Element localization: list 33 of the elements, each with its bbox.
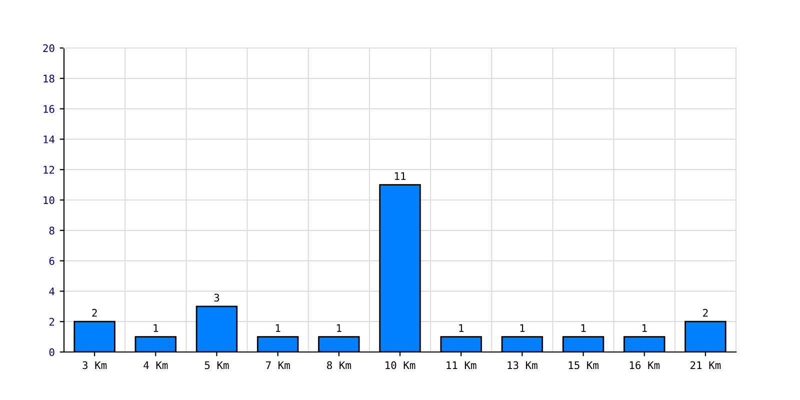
data-label: 3: [214, 294, 220, 302]
data-label: 1: [276, 324, 280, 332]
data-label: 1: [154, 324, 158, 332]
data-label: 11: [394, 172, 406, 180]
y-tick-label: 0: [49, 348, 54, 356]
x-tick-label: 8 Km: [327, 361, 351, 370]
x-tick-label: 21 Km: [690, 361, 721, 369]
data-label: 1: [520, 324, 525, 332]
x-tick-label: 3 Km: [82, 361, 107, 370]
data-label: 1: [642, 324, 647, 332]
y-tick-label: 12: [44, 166, 54, 174]
x-tick-label: 16 Km: [630, 361, 660, 370]
x-tick-label: 15 Km: [568, 361, 598, 370]
y-tick-label: 18: [44, 74, 54, 83]
y-tick-label: 20: [43, 44, 54, 52]
y-tick-label: 14: [44, 136, 54, 144]
data-label: 1: [337, 324, 342, 332]
data-label: 2: [703, 308, 708, 317]
y-tick-label: 16: [44, 105, 54, 113]
x-tick-label: 11 Km: [446, 361, 476, 369]
data-label: 1: [459, 324, 464, 332]
y-tick-label: 8: [49, 226, 54, 235]
y-tick-label: 2: [49, 318, 54, 326]
x-tick-label: 4 Km: [144, 361, 168, 369]
data-label: 1: [581, 324, 586, 332]
y-tick-label: 4: [49, 288, 54, 296]
y-tick-label: 10: [44, 196, 54, 204]
x-tick-label: 10 Km: [386, 361, 416, 370]
x-tick-label: 13 Km: [508, 361, 538, 370]
x-tick-label: 5 Km: [204, 361, 229, 370]
y-tick-label: 6: [49, 257, 54, 265]
data-label: 2: [92, 308, 97, 317]
x-tick-label: 7 Km: [266, 361, 290, 369]
